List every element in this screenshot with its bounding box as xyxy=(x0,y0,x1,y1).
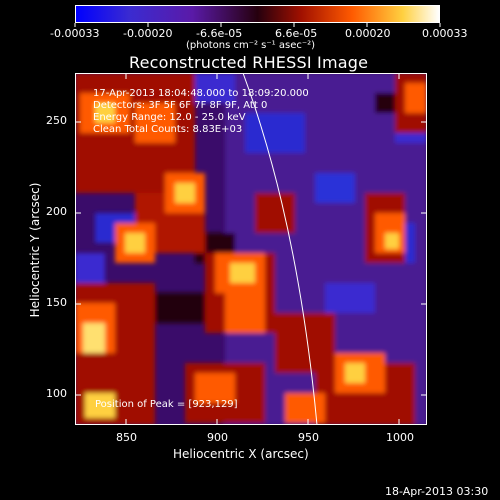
colorbar-tick-label: 0.00020 xyxy=(345,27,391,40)
rhessi-image xyxy=(75,73,427,425)
colorbar-units: (photons cm⁻² s⁻¹ asec⁻²) xyxy=(186,40,316,51)
colorbar xyxy=(75,5,440,23)
colorbar-tick-label: 6.6e-05 xyxy=(275,27,318,40)
peak-position: Position of Peak = [923,129] xyxy=(95,399,238,410)
plot-title: Reconstructed RHESSI Image xyxy=(129,53,369,72)
colorbar-tick-label: -0.00020 xyxy=(123,27,173,40)
footer-timestamp: 18-Apr-2013 03:30 xyxy=(385,485,489,498)
y-tick-label: 200 xyxy=(46,205,67,218)
x-tick-label: 850 xyxy=(116,431,137,444)
y-tick-label: 100 xyxy=(46,387,67,400)
y-tick-label: 250 xyxy=(46,114,67,127)
colorbar-tick-label: -6.6e-05 xyxy=(196,27,243,40)
colorbar-tick-label: 0.00033 xyxy=(422,27,468,40)
detectors: Detectors: 3F 5F 6F 7F 8F 9F, Att 0 xyxy=(93,100,268,111)
y-tick-label: 150 xyxy=(46,296,67,309)
colorbar-ticks xyxy=(74,23,441,27)
solar-limb-line xyxy=(242,73,318,425)
observation-info: 17-Apr-2013 18:04:48.000 to 18:09:20.000… xyxy=(93,88,309,136)
x-tick-label: 900 xyxy=(207,431,228,444)
x-tick-label: 950 xyxy=(298,431,319,444)
time-range: 17-Apr-2013 18:04:48.000 to 18:09:20.000 xyxy=(93,88,309,99)
energy-range: Energy Range: 12.0 - 25.0 keV xyxy=(93,112,246,123)
x-axis-label: Heliocentric X (arcsec) xyxy=(173,447,309,461)
colorbar-tick-label: -0.00033 xyxy=(50,27,100,40)
clean-total-counts: Clean Total Counts: 8.83E+03 xyxy=(93,124,243,135)
x-tick-label: 1000 xyxy=(386,431,414,444)
colorbar-gradient xyxy=(75,5,440,23)
